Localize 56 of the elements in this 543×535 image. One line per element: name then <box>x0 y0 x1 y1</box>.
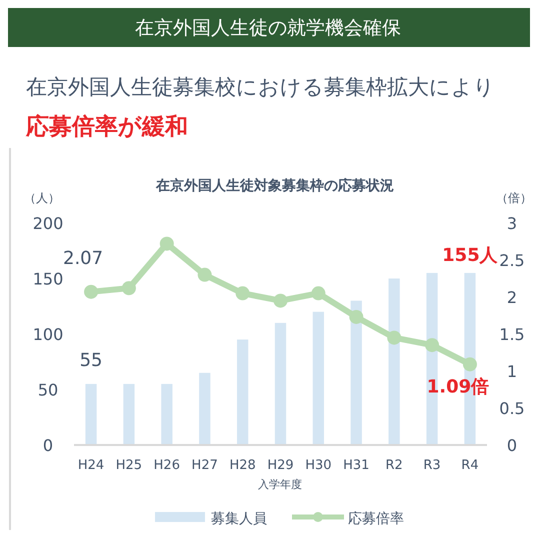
y-tick-label: 150 <box>32 270 64 288</box>
y-tick-label: 200 <box>32 214 64 233</box>
x-tick-label: R4 <box>461 458 479 473</box>
y-axis-title: （人） <box>24 191 60 205</box>
y-tick-label: 100 <box>32 325 64 344</box>
x-tick-label: R2 <box>386 458 403 473</box>
chart-title: 在京外国人生徒対象募集枠の応募状況 <box>155 177 394 194</box>
bar <box>312 312 324 445</box>
point <box>236 286 250 300</box>
x-tick-label: H25 <box>116 458 142 473</box>
data-label: 2.07 <box>63 248 104 269</box>
y-tick-label: 50 <box>38 380 58 400</box>
point <box>274 294 288 308</box>
data-label: 1.09倍 <box>426 376 490 398</box>
bar <box>85 384 97 445</box>
x-tick-label: H30 <box>305 458 332 473</box>
x-tick-label: R3 <box>423 458 441 473</box>
y2-tick-label: 2 <box>506 288 518 307</box>
point <box>349 310 364 324</box>
x-axis-title: 入学年度 <box>258 478 302 491</box>
text: 応募倍率が緩和 <box>25 113 188 140</box>
y2-tick-label: 2.5 <box>499 251 525 270</box>
point <box>311 286 326 300</box>
bar <box>350 300 362 445</box>
point <box>84 284 98 299</box>
y2-tick-label: 1 <box>506 362 518 381</box>
x-tick-label: H26 <box>154 458 180 473</box>
text: 在京外国人生徒の就学機会確保 <box>135 17 401 39</box>
legend-label: 募集人員 <box>211 511 267 527</box>
bar <box>274 322 286 445</box>
bar <box>161 384 172 445</box>
x-tick-label: H29 <box>267 458 294 473</box>
point <box>462 357 477 372</box>
bar <box>123 384 135 445</box>
data-label: 155人 <box>442 244 499 266</box>
y2-tick-label: 0.5 <box>499 399 525 418</box>
bar <box>236 340 248 445</box>
point <box>160 236 174 251</box>
y2-tick-label: 0 <box>506 436 518 455</box>
bar <box>199 372 210 445</box>
point <box>425 338 440 352</box>
y2-axis-title: （倍） <box>496 191 532 205</box>
legend-label: 応募倍率 <box>348 511 404 527</box>
text: 在京外国人生徒募集校における募集枠拡大により <box>26 75 495 99</box>
point <box>387 330 402 345</box>
x-tick-label: H28 <box>229 458 256 473</box>
point <box>122 281 136 296</box>
x-tick-label: H31 <box>343 458 370 473</box>
bar <box>388 278 400 445</box>
y2-tick-label: 1.5 <box>499 325 525 344</box>
data-label: 55 <box>80 350 103 371</box>
point <box>198 268 212 282</box>
y2-tick-label: 3 <box>506 214 518 233</box>
x-tick-label: H27 <box>192 458 218 473</box>
y-tick-label: 0 <box>42 436 54 455</box>
x-tick-label: H24 <box>78 458 104 473</box>
